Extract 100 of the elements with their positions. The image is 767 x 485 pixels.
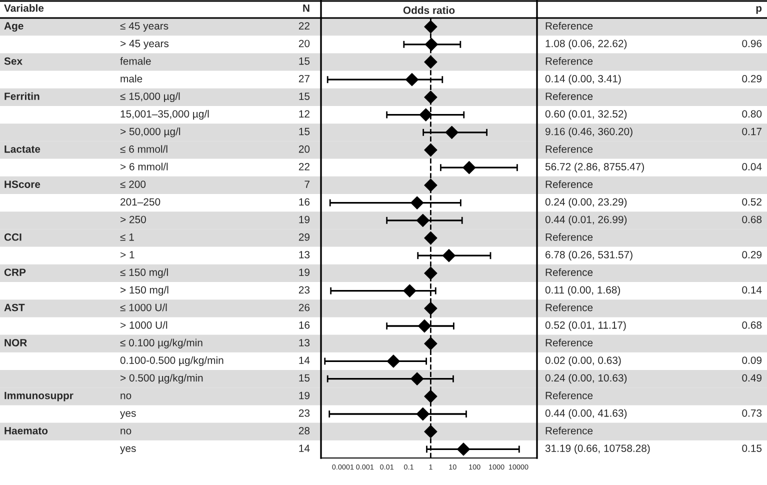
- text: Reference: [546, 338, 593, 346]
- text: Reference: [546, 180, 593, 188]
- text: 12: [299, 110, 310, 118]
- text: CRP: [4, 268, 26, 276]
- text: 27: [298, 75, 310, 82]
- category-label: > 0.500 µg/kg/min: [120, 374, 203, 384]
- text: 0.14 (0.00, 3.41): [545, 74, 621, 84]
- text: 56.72 (2.86, 8755.47): [545, 162, 644, 172]
- category-label: ≤ 150 mg/l: [120, 268, 168, 278]
- text: AST: [4, 304, 25, 312]
- text: 0.11 (0.00, 1.68): [545, 286, 620, 296]
- text: 0.73: [742, 409, 762, 417]
- text: NOR: [4, 339, 27, 346]
- text: 28: [298, 427, 310, 434]
- text: 0.68: [742, 216, 762, 224]
- text: 19: [299, 216, 310, 224]
- text: 19: [299, 268, 310, 276]
- text: 13: [299, 251, 310, 258]
- text: Reference: [546, 268, 593, 276]
- category-label: > 50,000 µg/l: [120, 128, 180, 138]
- text: 0.04: [742, 163, 762, 170]
- text: 0.80: [742, 110, 762, 118]
- text: 0.14: [742, 286, 762, 294]
- text: 23: [298, 409, 310, 417]
- text: 14: [299, 444, 310, 452]
- text: 0.44 (0.01, 26.99): [545, 216, 627, 226]
- text: 0.44 (0.00, 41.63): [545, 409, 627, 419]
- category-label: ≤ 15,000 µg/l: [120, 92, 180, 102]
- text: 22: [298, 163, 310, 170]
- category-label: 15,001–35,000 µg/l: [120, 110, 209, 120]
- text: 0.49: [742, 374, 762, 382]
- category-label: yes: [120, 446, 136, 454]
- text: 20: [298, 40, 310, 48]
- text: 6.78 (0.26, 531.57): [546, 250, 632, 260]
- category-label: > 45 years: [120, 40, 169, 50]
- text: 14: [299, 356, 310, 364]
- text: 0.02 (0.00, 0.63): [545, 356, 621, 366]
- category-label: ≤ 0.100 µg/kg/min: [120, 338, 202, 348]
- text: Lactate: [4, 146, 40, 153]
- text: 16: [299, 321, 310, 329]
- text: Immunosuppr: [4, 392, 74, 402]
- text: 13: [299, 339, 310, 346]
- text: p: [756, 6, 762, 14]
- category-label: no: [120, 393, 132, 400]
- text: Reference: [546, 57, 593, 65]
- text: Reference: [546, 233, 593, 241]
- text: 0.29: [742, 251, 762, 258]
- text: Reference: [546, 22, 593, 30]
- text: 20: [298, 145, 310, 153]
- text: 0.52 (0.01, 11.17): [545, 321, 626, 331]
- category-label: male: [120, 74, 142, 82]
- text: 15: [299, 374, 310, 382]
- text: 22: [298, 22, 310, 30]
- text: Haemato: [4, 427, 48, 434]
- category-label: > 1: [120, 251, 134, 258]
- text: 23: [298, 286, 310, 294]
- category-label: ≤ 1000 U/l: [120, 304, 167, 312]
- category-label: ≤ 1: [120, 234, 134, 241]
- category-label: ≤ 200: [120, 180, 146, 188]
- category-label: 0.100-0.500 µg/kg/min: [120, 356, 224, 366]
- text: Sex: [4, 57, 22, 65]
- category-label: ≤ 6 mmol/l: [120, 145, 168, 153]
- category-label: > 250: [120, 216, 146, 224]
- text: 31.19 (0.66, 10758.28): [545, 444, 650, 454]
- text: 0.29: [742, 75, 762, 82]
- x-axis-title: Odds ratio: [403, 6, 455, 14]
- text: 0.96: [742, 40, 762, 48]
- text: 16: [299, 198, 310, 206]
- text: Reference: [546, 92, 593, 100]
- text: 0.68: [742, 321, 762, 329]
- category-label: ≤ 45 years: [120, 22, 168, 32]
- text: 0.15: [742, 444, 762, 452]
- text: Age: [4, 22, 24, 32]
- text: Ferritin: [4, 92, 40, 100]
- text: 15: [299, 128, 310, 136]
- text: HScore: [4, 180, 40, 188]
- category-label: 201–250: [120, 198, 160, 206]
- text: 1.08 (0.06, 22.62): [546, 40, 627, 50]
- category-label: no: [120, 428, 132, 434]
- text: 0.09: [742, 356, 762, 364]
- text: 15: [299, 92, 310, 100]
- text: 29: [298, 233, 310, 241]
- text: 0.52: [742, 198, 762, 206]
- text: Reference: [546, 392, 593, 400]
- text: 7: [304, 180, 310, 188]
- category-label: > 6 mmol/l: [120, 162, 168, 170]
- text: 15: [299, 58, 310, 65]
- text: Reference: [546, 304, 593, 312]
- text: CCI: [4, 233, 22, 241]
- text: 9.16 (0.46, 360.20): [545, 128, 632, 138]
- text: Reference: [546, 145, 593, 153]
- category-label: yes: [120, 411, 136, 419]
- text: Variable: [4, 4, 44, 12]
- text: 0.24 (0.00, 23.29): [545, 198, 627, 208]
- text: Reference: [546, 426, 593, 434]
- text: 19: [299, 392, 310, 400]
- text: 0.24 (0.00, 10.63): [545, 374, 627, 384]
- text: 0.60 (0.01, 32.52): [545, 110, 627, 120]
- text: 26: [298, 304, 310, 312]
- category-label: > 150 mg/l: [120, 286, 168, 296]
